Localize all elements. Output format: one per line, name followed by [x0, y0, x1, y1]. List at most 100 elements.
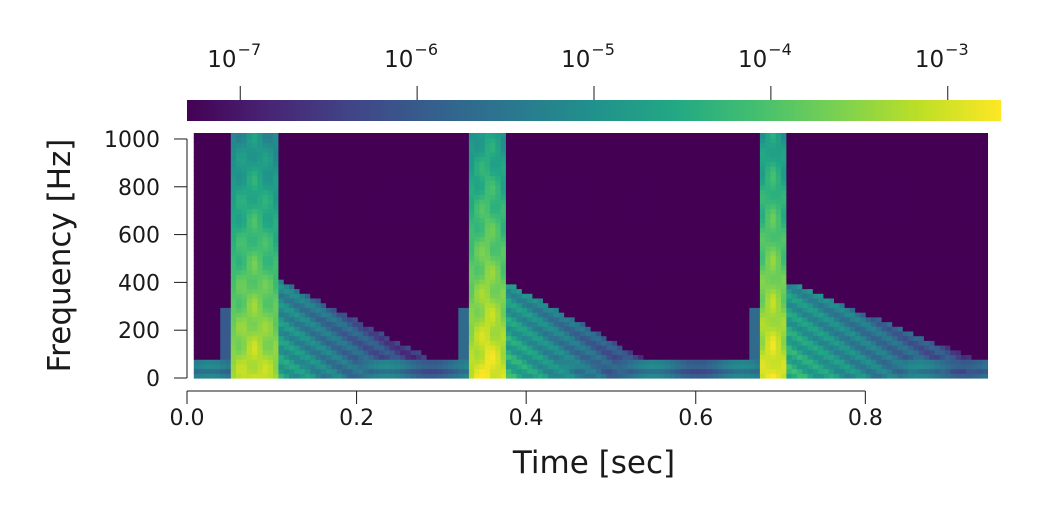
heatmap-cell	[522, 138, 528, 143]
heatmap-cell	[554, 147, 560, 152]
heatmap-cell	[638, 303, 644, 308]
heatmap-cell	[501, 321, 507, 326]
heatmap-cell	[686, 260, 692, 265]
heatmap-cell	[580, 152, 586, 157]
heatmap-cell	[347, 331, 353, 336]
heatmap-cell	[368, 279, 374, 284]
heatmap-cell	[247, 354, 253, 359]
heatmap-cell	[411, 279, 417, 284]
heatmap-cell	[554, 251, 560, 256]
heatmap-cell	[638, 265, 644, 270]
heatmap-cell	[384, 199, 390, 204]
heatmap-cell	[432, 331, 438, 336]
heatmap-cell	[628, 298, 634, 303]
heatmap-cell	[310, 133, 316, 138]
heatmap-cell	[268, 232, 274, 237]
heatmap-cell	[506, 359, 512, 364]
heatmap-cell	[495, 251, 501, 256]
heatmap-cell	[421, 161, 427, 166]
heatmap-cell	[226, 331, 232, 336]
heatmap-cell	[495, 345, 501, 350]
heatmap-cell	[263, 373, 269, 378]
heatmap-cell	[400, 293, 406, 298]
heatmap-cell	[649, 142, 655, 147]
heatmap-cell	[458, 321, 464, 326]
heatmap-cell	[490, 175, 496, 180]
heatmap-cell	[236, 166, 242, 171]
heatmap-cell	[252, 204, 258, 209]
heatmap-cell	[638, 321, 644, 326]
heatmap-cell	[548, 274, 554, 279]
heatmap-cell	[469, 213, 475, 218]
heatmap-cell	[601, 307, 607, 312]
heatmap-cell	[395, 185, 401, 190]
heatmap-cell	[247, 350, 253, 355]
heatmap-cell	[665, 246, 671, 251]
heatmap-cell	[220, 175, 226, 180]
heatmap-cell	[511, 284, 517, 289]
heatmap-cell	[612, 270, 618, 275]
heatmap-cell	[659, 194, 665, 199]
heatmap-cell	[432, 312, 438, 317]
heatmap-cell	[554, 223, 560, 228]
heatmap-cell	[289, 369, 295, 374]
heatmap-cell	[241, 354, 247, 359]
colorbar-tick-label: 10−7	[207, 40, 261, 73]
heatmap-cell	[384, 204, 390, 209]
heatmap-cell	[331, 138, 337, 143]
heatmap-cell	[554, 359, 560, 364]
heatmap-cell	[554, 303, 560, 308]
heatmap-cell	[532, 340, 538, 345]
heatmap-cell	[628, 369, 634, 374]
heatmap-cell	[469, 312, 475, 317]
heatmap-cell	[421, 345, 427, 350]
heatmap-cell	[315, 321, 321, 326]
heatmap-cell	[548, 373, 554, 378]
heatmap-cell	[442, 241, 448, 246]
heatmap-cell	[612, 321, 618, 326]
heatmap-cell	[257, 284, 263, 289]
heatmap-cell	[368, 161, 374, 166]
heatmap-cell	[442, 157, 448, 162]
heatmap-cell	[464, 166, 470, 171]
heatmap-cell	[628, 307, 634, 312]
heatmap-cell	[226, 326, 232, 331]
heatmap-cell	[210, 180, 216, 185]
heatmap-cell	[681, 194, 687, 199]
heatmap-cell	[696, 265, 702, 270]
heatmap-cell	[495, 199, 501, 204]
heatmap-cell	[384, 340, 390, 345]
heatmap-cell	[517, 213, 523, 218]
heatmap-cell	[427, 190, 433, 195]
heatmap-cell	[300, 180, 306, 185]
heatmap-cell	[464, 345, 470, 350]
heatmap-cell	[247, 293, 253, 298]
heatmap-cell	[517, 317, 523, 322]
heatmap-cell	[432, 171, 438, 176]
heatmap-cell	[194, 138, 200, 143]
heatmap-cell	[257, 152, 263, 157]
heatmap-cell	[395, 265, 401, 270]
heatmap-cell	[215, 340, 221, 345]
heatmap-cell	[681, 373, 687, 378]
heatmap-cell	[691, 293, 697, 298]
heatmap-cell	[278, 364, 284, 369]
heatmap-cell	[649, 293, 655, 298]
heatmap-cell	[416, 298, 422, 303]
heatmap-cell	[554, 312, 560, 317]
heatmap-cell	[654, 312, 660, 317]
heatmap-cell	[458, 246, 464, 251]
heatmap-cell	[495, 373, 501, 378]
heatmap-cell	[390, 293, 396, 298]
heatmap-cell	[670, 213, 676, 218]
heatmap-cell	[569, 199, 575, 204]
heatmap-cell	[522, 298, 528, 303]
heatmap-cell	[442, 288, 448, 293]
heatmap-cell	[284, 246, 290, 251]
heatmap-cell	[538, 270, 544, 275]
heatmap-cell	[289, 321, 295, 326]
heatmap-cell	[315, 213, 321, 218]
heatmap-cell	[601, 133, 607, 138]
heatmap-cell	[580, 232, 586, 237]
heatmap-cell	[273, 232, 279, 237]
